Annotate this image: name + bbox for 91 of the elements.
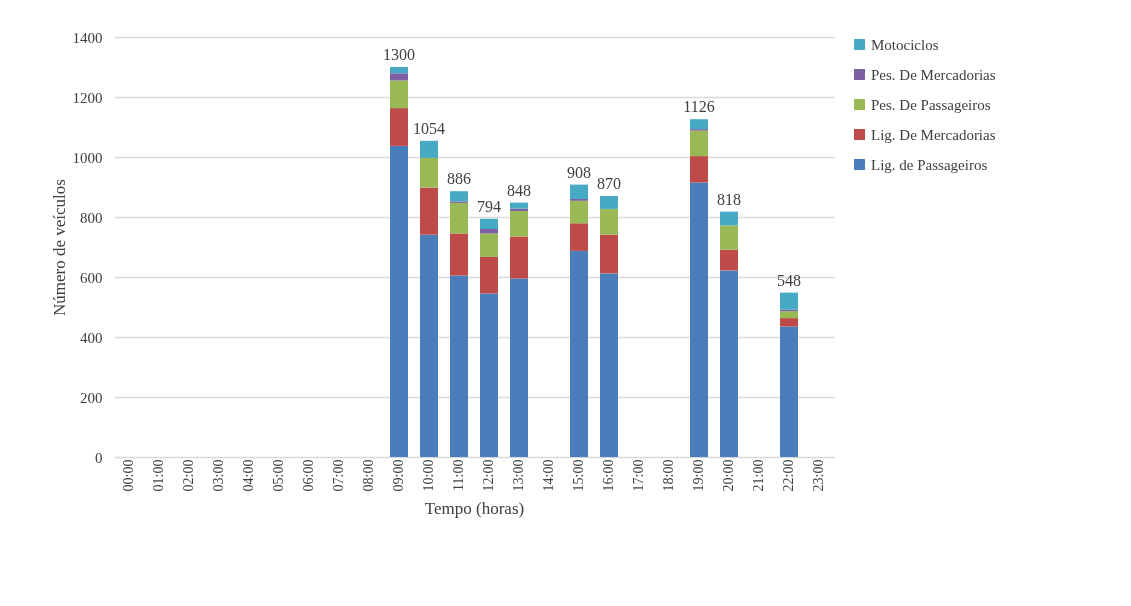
bar — [690, 119, 708, 130]
bar — [600, 234, 618, 274]
bar — [390, 67, 408, 74]
legend-label: Lig. De Mercadorias — [871, 126, 996, 143]
x-tick-label: 14:00 — [541, 459, 556, 492]
total-label: 848 — [507, 181, 531, 199]
bar — [480, 229, 498, 234]
bar — [450, 233, 468, 276]
x-tick-label: 23:00 — [811, 459, 826, 492]
bar — [390, 80, 408, 109]
bar — [420, 187, 438, 235]
x-tick-label: 10:00 — [421, 459, 436, 492]
x-axis-title: Tempo (horas) — [424, 499, 525, 519]
y-axis-title: Número de veículos — [49, 179, 69, 316]
x-tick-label: 07:00 — [331, 459, 346, 492]
x-tick-label: 19:00 — [691, 459, 706, 492]
y-tick-label: 0 — [95, 449, 103, 466]
bar — [450, 202, 468, 234]
x-tick-label: 01:00 — [151, 459, 166, 492]
bar — [450, 275, 468, 457]
x-tick-label: 00:00 — [121, 459, 136, 492]
bar — [570, 184, 588, 199]
bar — [690, 156, 708, 183]
x-tick-label: 18:00 — [661, 459, 676, 492]
bar — [600, 273, 618, 457]
bar — [600, 208, 618, 235]
bar — [690, 130, 708, 157]
legend-label: Motociclos — [871, 36, 939, 53]
x-tick-label: 06:00 — [301, 459, 316, 492]
total-label: 548 — [777, 271, 801, 289]
x-tick-label: 11:00 — [451, 459, 466, 491]
bar — [420, 140, 438, 158]
total-label: 886 — [447, 170, 471, 188]
y-tick-label: 1000 — [72, 149, 103, 166]
bar — [780, 292, 798, 310]
bar — [720, 249, 738, 271]
bar — [780, 311, 798, 319]
bar — [780, 318, 798, 327]
y-tick-label: 800 — [80, 209, 103, 226]
x-tick-label: 04:00 — [241, 459, 256, 492]
total-label: 908 — [567, 163, 591, 181]
bar — [480, 233, 498, 257]
bar — [390, 73, 408, 81]
x-tick-label: 16:00 — [601, 459, 616, 492]
x-tick-label: 02:00 — [181, 459, 196, 492]
y-tick-label: 600 — [80, 269, 103, 286]
x-tick-label: 21:00 — [751, 459, 766, 492]
bar — [510, 202, 528, 209]
total-label: 1300 — [383, 46, 415, 63]
total-label: 818 — [717, 190, 741, 208]
bar — [720, 211, 738, 226]
x-tick-label: 13:00 — [511, 459, 526, 492]
bar — [420, 234, 438, 457]
x-tick-label: 03:00 — [211, 459, 226, 492]
y-tick-label: 1200 — [72, 89, 103, 106]
legend-label: Pes. De Mercadorias — [871, 66, 996, 83]
bar — [480, 293, 498, 457]
x-tick-label: 05:00 — [271, 459, 286, 492]
x-tick-label: 12:00 — [481, 459, 496, 492]
bar — [390, 145, 408, 457]
y-tick-label: 1400 — [72, 29, 103, 46]
x-tick-label: 09:00 — [391, 459, 406, 492]
x-tick-label: 17:00 — [631, 459, 646, 492]
bar — [510, 211, 528, 237]
bar — [510, 278, 528, 457]
total-label: 1054 — [413, 119, 445, 137]
bar — [420, 157, 438, 188]
legend-label: Lig. de Passageiros — [871, 156, 988, 173]
bar — [780, 326, 798, 457]
total-label: 794 — [477, 197, 501, 215]
bar — [600, 196, 618, 209]
bar — [390, 108, 408, 146]
legend-label: Pes. De Passageiros — [871, 96, 991, 113]
x-tick-label: 08:00 — [361, 459, 376, 492]
bar — [450, 191, 468, 202]
x-tick-label: 15:00 — [571, 459, 586, 492]
total-label: 870 — [597, 175, 621, 192]
bar — [570, 223, 588, 251]
x-tick-label: 22:00 — [781, 459, 796, 492]
bar — [720, 270, 738, 457]
bar — [510, 236, 528, 279]
y-tick-label: 200 — [80, 389, 103, 406]
bar — [570, 250, 588, 457]
bar — [690, 182, 708, 457]
x-tick-label: 20:00 — [721, 459, 736, 492]
bar — [480, 256, 498, 294]
y-tick-label: 400 — [80, 329, 103, 346]
total-label: 1126 — [683, 98, 715, 116]
bar — [570, 200, 588, 224]
bar — [720, 225, 738, 250]
bar — [480, 218, 498, 229]
